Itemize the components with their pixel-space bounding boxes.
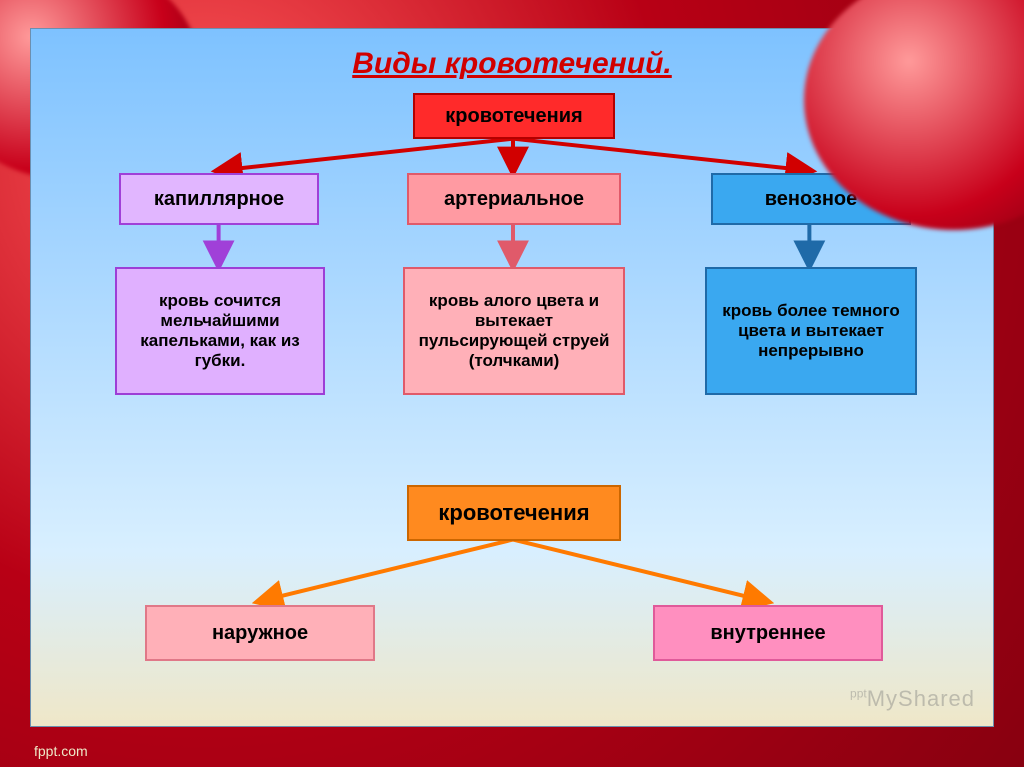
template-credit: fppt.com (34, 743, 88, 759)
slide-frame: Виды кровотечений. кровотечения капиллярн… (0, 0, 1024, 767)
node-type-2: венозное (711, 173, 911, 225)
node-type-1: артериальное (407, 173, 621, 225)
node-location-1: внутреннее (653, 605, 883, 661)
node-root-bottom: кровотечения (407, 485, 621, 541)
watermark: pptMyShared (850, 686, 975, 712)
node-root-top: кровотечения (413, 93, 615, 139)
slide-title: Виды кровотечений. (352, 47, 672, 81)
diagram-panel: Виды кровотечений. кровотечения капиллярн… (30, 28, 994, 727)
watermark-brand: MyShared (867, 686, 975, 711)
node-desc-0: кровь сочится мельчайшими капельками, ка… (115, 267, 325, 395)
node-location-0: наружное (145, 605, 375, 661)
node-type-0: капиллярное (119, 173, 319, 225)
node-desc-1: кровь алого цвета и вытекает пульсирующе… (403, 267, 625, 395)
node-desc-2: кровь более темного цвета и вытекает неп… (705, 267, 917, 395)
watermark-prefix: ppt (850, 687, 867, 701)
